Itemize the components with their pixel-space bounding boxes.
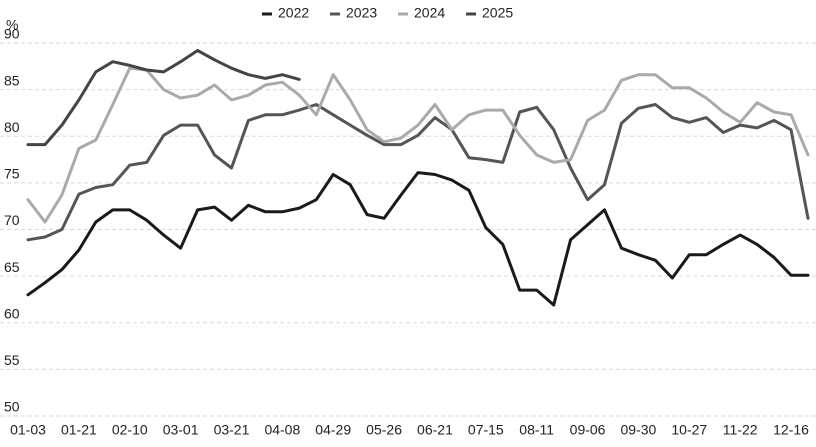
x-tick-label: 09-30: [621, 422, 657, 438]
x-tick-label: 09-06: [570, 422, 606, 438]
y-tick-label: 60: [4, 305, 20, 321]
x-tick-label: 01-21: [61, 422, 97, 438]
x-tick-label: 04-08: [264, 422, 300, 438]
legend-label: 2025: [482, 5, 513, 21]
y-tick-label: 50: [4, 399, 20, 415]
x-tick-label: 04-29: [315, 422, 351, 438]
legend-label: 2024: [414, 5, 445, 21]
series-line: [26, 103, 810, 242]
x-tick-label: 07-15: [468, 422, 504, 438]
x-tick-label: 11-22: [723, 422, 758, 438]
x-tick-label: 08-11: [519, 422, 554, 438]
y-tick-label: 75: [4, 166, 20, 182]
y-tick-label: 90: [4, 26, 20, 42]
x-tick-label: 01-03: [10, 422, 46, 438]
series-line: [26, 66, 810, 224]
y-unit: %: [6, 17, 18, 33]
series-line: [26, 171, 810, 307]
legend-label: 2022: [278, 5, 309, 21]
x-tick-label: 12-16: [773, 422, 809, 438]
x-tick-label: 03-01: [163, 422, 199, 438]
y-tick-label: 65: [4, 259, 20, 275]
y-tick-label: 55: [4, 352, 20, 368]
x-tick-label: 02-10: [112, 422, 148, 438]
x-tick-label: 05-26: [366, 422, 402, 438]
x-tick-label: 06-21: [417, 422, 453, 438]
x-tick-label: 10-27: [671, 422, 707, 438]
legend-label: 2023: [346, 5, 377, 21]
y-tick-label: 85: [4, 72, 20, 88]
y-tick-label: 80: [4, 119, 20, 135]
x-tick-label: 03-21: [214, 422, 250, 438]
y-tick-label: 70: [4, 212, 20, 228]
series-line: [26, 49, 301, 147]
